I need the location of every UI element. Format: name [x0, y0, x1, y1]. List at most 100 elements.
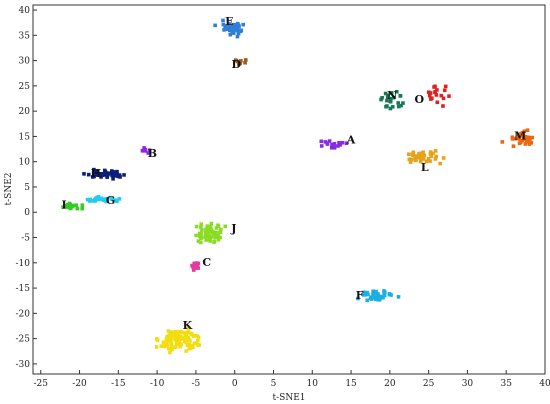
data-point	[441, 156, 446, 160]
cluster-c-points	[190, 261, 201, 272]
data-point	[213, 23, 217, 28]
data-point	[193, 264, 197, 268]
data-point	[218, 235, 222, 240]
data-point	[209, 221, 214, 226]
data-point	[102, 168, 107, 173]
data-point	[225, 27, 230, 32]
cluster-label-g: G	[106, 194, 115, 207]
data-point	[521, 136, 526, 141]
data-point	[232, 22, 237, 27]
data-point	[173, 345, 178, 349]
cluster-k-points	[154, 327, 202, 355]
data-point	[515, 135, 519, 140]
data-point	[176, 331, 181, 336]
data-point	[206, 225, 211, 230]
data-point	[208, 224, 213, 229]
data-point	[392, 95, 396, 100]
data-point	[207, 237, 211, 242]
data-point	[512, 136, 517, 141]
data-point	[500, 140, 505, 144]
data-point	[66, 203, 71, 207]
data-point	[214, 226, 219, 230]
data-point	[110, 169, 114, 173]
data-point	[344, 141, 349, 145]
plot-frame	[32, 4, 546, 375]
data-point	[510, 135, 515, 140]
data-point	[159, 344, 164, 348]
data-point	[410, 158, 414, 162]
data-point	[394, 89, 399, 94]
data-point	[525, 128, 530, 132]
data-point	[75, 206, 80, 211]
cluster-b-points	[140, 146, 152, 155]
cluster-e-points	[213, 18, 246, 39]
data-point	[236, 29, 240, 34]
data-point	[196, 239, 201, 243]
data-point	[70, 203, 75, 208]
cluster-label-d: D	[231, 58, 241, 71]
data-point	[85, 197, 90, 202]
data-point	[226, 23, 231, 28]
data-point	[235, 34, 240, 39]
data-point	[171, 333, 176, 338]
data-point	[397, 104, 401, 109]
data-point	[233, 26, 237, 31]
data-point	[380, 295, 384, 299]
data-point	[520, 131, 525, 135]
y-tick-label: -15	[16, 284, 31, 294]
data-point	[385, 104, 389, 108]
y-tick-label: -10	[16, 259, 31, 269]
data-point	[388, 96, 393, 101]
data-point	[204, 231, 208, 235]
data-point	[388, 106, 393, 111]
y-tick-label: -5	[21, 234, 30, 244]
data-point	[386, 93, 390, 98]
data-point	[374, 289, 378, 294]
x-tick-label: 20	[384, 379, 396, 389]
data-point	[396, 295, 401, 299]
data-point	[117, 173, 122, 177]
data-point	[96, 197, 101, 202]
y-tick-label: 10	[19, 158, 31, 168]
data-point	[222, 28, 226, 32]
data-point	[196, 343, 200, 347]
cluster-h-points	[82, 167, 126, 181]
data-point	[111, 176, 115, 181]
cluster-l-points	[406, 149, 446, 166]
data-point	[385, 95, 390, 100]
cluster-o-points	[426, 84, 451, 108]
data-point	[382, 289, 386, 293]
data-point	[173, 338, 177, 342]
data-point	[68, 203, 73, 207]
data-point	[527, 138, 532, 143]
x-axis-label: t-SNE1	[273, 393, 306, 403]
data-point	[109, 171, 114, 175]
x-tick-label: 25	[423, 379, 435, 389]
data-point	[443, 84, 448, 89]
data-point	[86, 172, 91, 177]
data-point	[218, 229, 223, 233]
y-tick-label: 15	[19, 132, 31, 142]
data-point	[109, 196, 113, 201]
data-point	[169, 336, 173, 341]
data-point	[369, 297, 374, 301]
data-point	[199, 231, 204, 236]
data-point	[61, 205, 65, 209]
data-point	[115, 199, 119, 204]
data-point	[74, 203, 78, 208]
data-point	[169, 330, 174, 334]
data-point	[418, 159, 423, 164]
y-tick-label: -25	[16, 335, 31, 345]
data-point	[165, 343, 169, 348]
data-point	[230, 26, 235, 30]
data-point	[92, 174, 96, 179]
data-point	[88, 199, 92, 203]
data-point	[441, 96, 446, 101]
data-point	[416, 154, 421, 159]
data-point	[233, 58, 238, 62]
cluster-f-points	[356, 289, 401, 303]
data-point	[186, 335, 191, 340]
cluster-label-o: O	[415, 93, 425, 106]
data-point	[170, 347, 174, 351]
x-tick-label: 40	[539, 379, 550, 389]
